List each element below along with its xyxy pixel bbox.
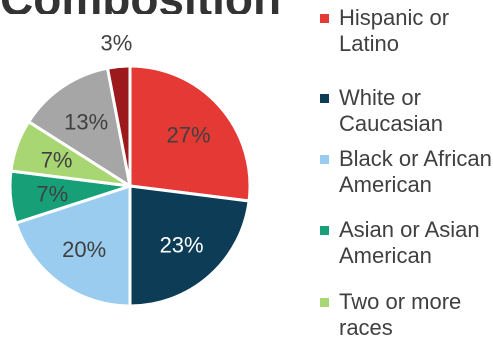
title-clip: Composition [0,0,300,14]
slice-label-white-or-caucasian: 23% [160,233,204,258]
legend-label: Hispanic or Latino [339,5,450,56]
slice-label-slice-6: 13% [64,110,108,135]
pie-slice-labels: 27% 23% 20% 7% 7% 13% 3% [36,31,210,263]
pie-slice-black-or-african-american [14,184,132,308]
legend-item-white-or-caucasian: White or Caucasian [320,85,492,137]
pie-slices [8,64,252,308]
legend-label: Asian or Asian American [339,217,480,268]
slice-label-hispanic-or-latino: 27% [166,122,210,147]
legend-swatch [320,298,329,307]
legend-label: Black or African American [339,146,492,197]
pie-slice-slice-7 [106,64,132,188]
legend-label: Two or more races [339,289,462,339]
slice-label-black-or-african-american: 20% [62,237,106,262]
legend-swatch [320,226,329,235]
slice-label-asian-or-asian-american: 7% [36,181,68,206]
pie-slice-slice-6 [27,66,132,188]
legend-swatch [320,94,329,103]
pie-chart: 27% 23% 20% 7% 7% 13% 3% [8,31,252,308]
legend-item-two-or-more-races: Two or more races [320,289,492,339]
legend-item-asian-or-asian-american: Asian or Asian American [320,217,492,269]
legend-swatch [320,155,329,164]
legend-swatch [320,14,329,23]
slice-label-slice-7: 3% [101,31,133,56]
legend-item-hispanic-or-latino: Hispanic or Latino [320,5,492,57]
slice-label-two-or-more-races: 7% [41,148,73,173]
legend-item-black-or-african-american: Black or African American [320,146,492,198]
pie-slice-hispanic-or-latino [128,64,252,203]
legend-label: White or Caucasian [339,85,443,136]
pie-slice-white-or-caucasian [128,184,251,308]
chart-title: Composition [0,0,281,14]
